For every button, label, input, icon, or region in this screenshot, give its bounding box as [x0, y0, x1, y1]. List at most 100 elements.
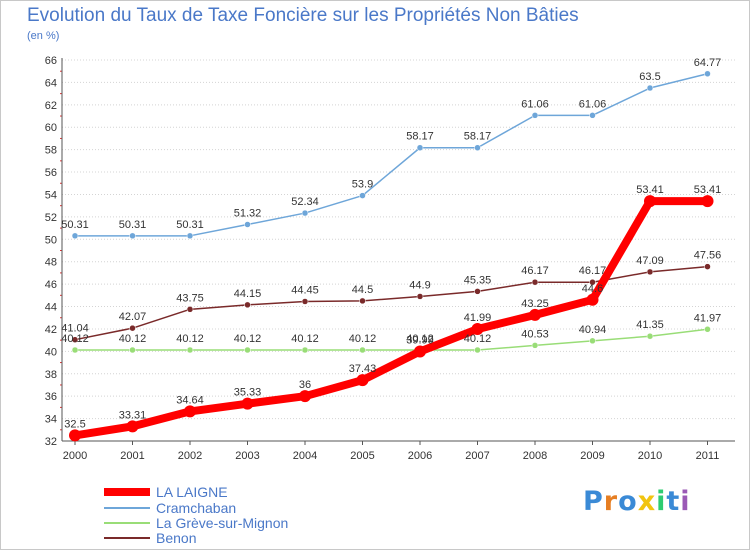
data-label: 42.07	[119, 311, 147, 323]
data-point	[129, 324, 136, 332]
data-label: 35.33	[234, 387, 262, 399]
chart-unit-label: (en %)	[27, 30, 60, 42]
y-tick-label: 40	[45, 346, 57, 358]
data-label: 51.32	[234, 208, 262, 220]
data-point	[301, 209, 309, 217]
data-point	[186, 232, 194, 240]
data-label: 40.12	[61, 333, 89, 345]
data-label: 39.99	[406, 334, 434, 346]
data-label: 33.31	[119, 409, 147, 421]
data-label: 44.45	[291, 284, 319, 296]
legend-label: LA LAIGNE	[156, 484, 228, 500]
data-point	[589, 112, 596, 119]
data-label: 43.25	[521, 298, 549, 310]
data-label: 40.12	[291, 333, 319, 345]
data-point	[474, 288, 481, 295]
data-point	[356, 374, 369, 387]
data-label: 43.75	[176, 292, 204, 304]
data-label: 44.15	[234, 288, 262, 300]
data-label: 50.31	[176, 219, 204, 231]
data-label: 40.12	[406, 333, 434, 345]
logo-letter: o	[618, 486, 638, 517]
data-label: 40.12	[464, 333, 492, 345]
data-label: 53.9	[352, 179, 373, 191]
data-point	[471, 323, 484, 336]
proxiti-logo: Proxiti	[583, 486, 691, 517]
x-tick-label: 2011	[696, 450, 720, 462]
data-point	[184, 405, 196, 418]
data-label: 40.12	[176, 333, 204, 345]
series-line-3	[74, 265, 709, 341]
chart-title: Evolution du Taux de Taxe Foncière sur l…	[27, 5, 579, 26]
data-label: 40.12	[234, 333, 262, 345]
y-tick-label: 42	[45, 324, 57, 336]
data-point	[646, 332, 654, 340]
data-label: 50.31	[119, 219, 147, 231]
logo-letter: t	[666, 486, 681, 517]
x-tick-label: 2004	[293, 450, 317, 462]
data-label: 36	[299, 379, 311, 391]
x-tick-label: 2005	[350, 450, 374, 462]
data-label: 41.35	[636, 319, 664, 331]
data-label: 34.64	[176, 394, 204, 406]
data-label: 41.04	[61, 323, 89, 335]
data-label: 40.53	[521, 328, 549, 340]
y-tick-label: 60	[45, 122, 57, 134]
x-tick-label: 2001	[120, 450, 144, 462]
x-tick-label: 2003	[235, 450, 259, 462]
x-tick-label: 2007	[465, 450, 489, 462]
x-tick-label: 2000	[63, 450, 87, 462]
y-tick-label: 66	[45, 55, 57, 67]
logo-letter: P	[583, 486, 604, 517]
data-point	[474, 144, 481, 151]
y-tick-label: 62	[45, 100, 57, 112]
data-point	[71, 232, 79, 240]
y-tick-label: 58	[45, 145, 57, 157]
logo-letter: x	[637, 486, 657, 517]
data-point	[301, 298, 309, 305]
data-label: 61.06	[521, 98, 549, 110]
y-tick-label: 44	[45, 302, 57, 314]
y-tick-label: 64	[45, 77, 57, 89]
data-point	[531, 342, 539, 349]
data-label: 47.56	[694, 250, 722, 262]
data-point	[531, 112, 539, 119]
data-label: 44.9	[409, 279, 430, 291]
data-label: 40.94	[579, 324, 607, 336]
data-label: 53.41	[694, 184, 722, 196]
data-point	[186, 306, 194, 313]
data-point	[299, 390, 311, 403]
data-point	[359, 192, 366, 199]
data-label: 64.77	[694, 57, 722, 69]
y-tick-label: 52	[45, 212, 57, 224]
data-label: 46.17	[579, 265, 607, 277]
data-point	[359, 297, 366, 305]
data-label: 61.06	[579, 98, 607, 110]
data-point	[589, 278, 596, 286]
y-tick-label: 54	[45, 189, 57, 201]
data-point	[244, 346, 251, 354]
data-point	[129, 232, 136, 240]
y-tick-label: 32	[45, 436, 57, 448]
data-label: 58.17	[464, 131, 492, 143]
data-point	[646, 268, 654, 276]
x-tick-label: 2002	[178, 450, 202, 462]
data-point	[71, 346, 79, 354]
y-tick-label: 48	[45, 257, 57, 269]
data-label: 47.09	[636, 255, 664, 267]
x-tick-label: 2010	[638, 450, 662, 462]
data-point	[704, 326, 711, 333]
data-label: 46.17	[521, 265, 549, 277]
data-label: 50.31	[61, 219, 89, 231]
data-point	[704, 263, 711, 270]
legend-label: Cramchaban	[156, 500, 236, 516]
legend-label: Benon	[156, 530, 196, 546]
data-label: 44.5	[352, 284, 373, 296]
x-tick-label: 2008	[523, 450, 547, 462]
data-label: 53.41	[636, 184, 664, 196]
data-point	[244, 301, 251, 309]
data-point	[414, 345, 426, 358]
data-point	[69, 429, 81, 442]
data-point	[241, 397, 254, 410]
